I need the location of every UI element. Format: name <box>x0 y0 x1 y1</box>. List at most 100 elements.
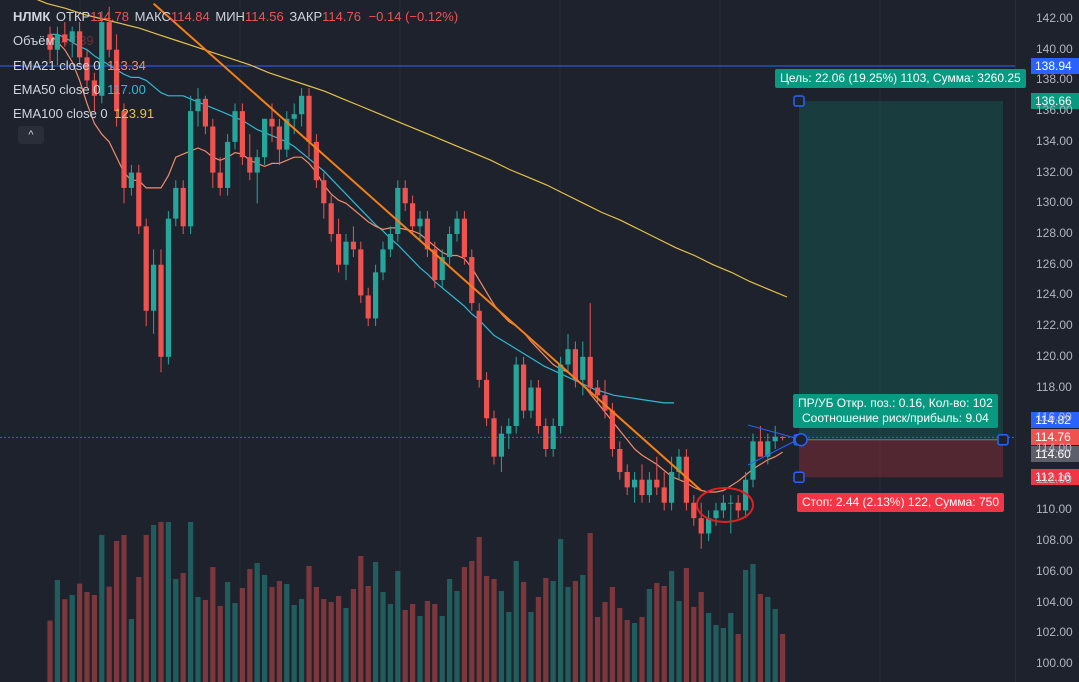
candle-body <box>535 387 541 426</box>
candle-body <box>47 34 53 50</box>
axis-tick-label: 136.00 <box>1036 103 1073 118</box>
candle-body <box>232 111 238 142</box>
ema50-legend[interactable]: EMA50 close 0 117.00 <box>13 82 146 97</box>
axis-tick-label: 114.00 <box>1036 441 1072 455</box>
candle-body <box>513 364 519 426</box>
volume-bar <box>447 579 453 682</box>
candle-body <box>765 441 771 457</box>
candle-body <box>706 518 712 534</box>
candle-body <box>743 479 749 511</box>
candle-body <box>284 118 290 150</box>
volume-bar <box>639 617 645 682</box>
axis-tick-label: 100.00 <box>1036 656 1073 670</box>
ema50-label: EMA50 close 0 <box>13 82 101 97</box>
price-label-upper: 114.82 <box>1031 412 1079 429</box>
candle-body <box>698 518 704 534</box>
volume-bar <box>565 587 571 682</box>
volume-bar <box>291 605 297 682</box>
candle-body <box>239 111 245 158</box>
candle-body <box>691 502 697 519</box>
axis-tick-label: 132.00 <box>1036 164 1073 179</box>
volume-bar <box>780 633 786 682</box>
axis-tick-label: 112.00 <box>1036 471 1072 486</box>
candle-body <box>454 218 460 234</box>
ema21-value: 113.34 <box>107 58 146 73</box>
volume-bar <box>521 582 527 682</box>
candle-body <box>136 172 142 227</box>
candle-body <box>84 57 90 81</box>
candle-body <box>69 31 75 43</box>
volume-bar <box>202 600 208 682</box>
candle-body <box>617 449 623 473</box>
candle-body <box>373 272 379 319</box>
volume-bar <box>676 601 682 682</box>
volume-bar <box>387 604 393 682</box>
volume-bar <box>328 602 334 682</box>
volume-bar <box>572 581 578 682</box>
risk-reward-line2: Соотношение риск/прибыль: 9.04 <box>802 411 989 425</box>
volume-label: Объём <box>13 33 55 48</box>
volume-bar <box>173 579 179 682</box>
price-label-entry: 114.60 <box>1031 446 1079 463</box>
volume-bar <box>247 569 253 682</box>
close-label: ЗАКР <box>289 9 323 24</box>
axis-tick-label: 102.00 <box>1036 625 1073 640</box>
candle-body <box>225 141 231 188</box>
volume-bar <box>476 537 482 682</box>
volume-bar <box>535 597 541 682</box>
candle-body <box>62 34 68 43</box>
volume-bar <box>491 579 497 682</box>
target-label[interactable]: Цель: 22.06 (19.25%) 1103, Сумма: 3260.2… <box>775 69 1026 88</box>
volume-bar <box>225 582 231 682</box>
volume-bar <box>158 522 164 682</box>
candle-body <box>676 456 682 473</box>
ema21-legend[interactable]: EMA21 close 0 113.34 <box>13 58 146 73</box>
volume-bar <box>143 535 149 682</box>
candle-body <box>276 126 282 150</box>
symbol-name[interactable]: НЛМК <box>13 9 51 24</box>
drag-handle[interactable] <box>997 434 1009 446</box>
volume-bar <box>62 599 68 682</box>
candle-body <box>158 264 164 357</box>
volume-bar <box>595 617 601 682</box>
volume-bar <box>47 620 53 682</box>
drag-handle[interactable] <box>793 95 805 107</box>
volume-bar <box>350 589 356 682</box>
volume-bar <box>188 522 194 682</box>
chevron-up-icon: ^ <box>28 129 34 141</box>
candle-body <box>780 437 786 439</box>
volume-bar <box>580 575 586 682</box>
volume-value: 4.039 <box>61 33 94 48</box>
axis-tick-label: 116.00 <box>1036 410 1072 425</box>
volume-bar <box>757 594 763 682</box>
axis-tick-label: 120.00 <box>1036 348 1073 363</box>
candle-body <box>476 310 482 380</box>
drag-handle[interactable] <box>793 471 805 484</box>
volume-legend[interactable]: Объём 4.039 <box>13 33 94 48</box>
candle-body <box>757 441 763 457</box>
collapse-legend-button[interactable]: ^ <box>18 126 44 144</box>
axis-tick-label: 106.00 <box>1036 563 1073 578</box>
candle-body <box>595 387 601 396</box>
entry-handle[interactable] <box>794 433 808 447</box>
stop-label[interactable]: Стоп: 2.44 (2.13%) 122, Сумма: 750 <box>797 493 1004 512</box>
axis-tick-label: 118.00 <box>1036 379 1072 394</box>
high-value: 114.84 <box>170 9 210 24</box>
candle-body <box>484 379 490 419</box>
candle-body <box>380 249 386 273</box>
ema50-line <box>50 33 674 404</box>
volume-bar <box>239 588 245 682</box>
risk-reward-label[interactable]: ПР/УБ Откр. поз.: 0.16, Кол-во: 102 Соот… <box>793 394 998 428</box>
candle-body <box>114 49 120 112</box>
volume-bar <box>750 564 756 682</box>
candle-body <box>151 264 157 311</box>
volume-bar <box>735 634 741 682</box>
ema100-legend[interactable]: EMA100 close 0 123.91 <box>13 106 154 121</box>
candle-body <box>580 356 586 380</box>
axis-tick-label: 124.00 <box>1036 287 1073 302</box>
ema21-label: EMA21 close 0 <box>13 58 101 73</box>
volume-bar <box>461 567 467 682</box>
candle-body <box>669 472 675 503</box>
candle-body <box>683 456 689 503</box>
